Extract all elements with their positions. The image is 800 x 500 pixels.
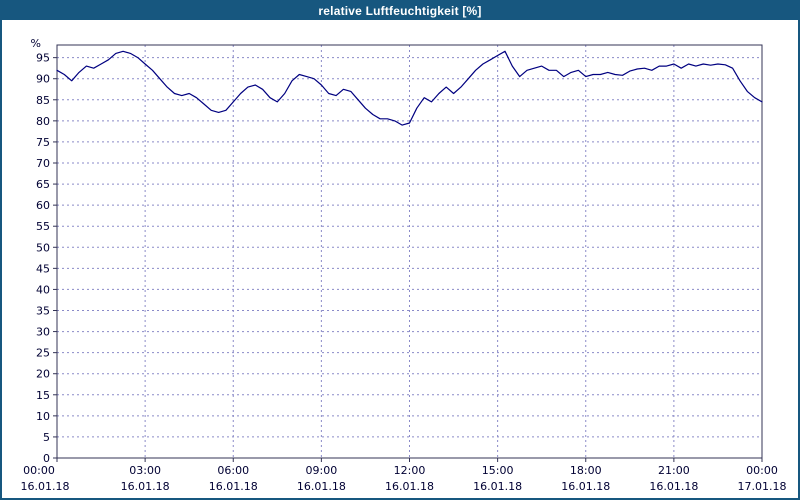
- svg-text:40: 40: [36, 283, 50, 296]
- svg-text:16.01.18: 16.01.18: [297, 480, 346, 493]
- svg-text:75: 75: [36, 136, 50, 149]
- svg-text:21:00: 21:00: [658, 464, 690, 477]
- chart-area: 0 5 10 15 20 25 30 35 40 45 50 55 60 65 70 75 80 85 90 95% 0…: [2, 20, 798, 498]
- svg-text:17.01.18: 17.01.18: [738, 480, 787, 493]
- title-bar: relative Luftfeuchtigkeit [%]: [2, 2, 798, 20]
- page-title: relative Luftfeuchtigkeit [%]: [318, 4, 482, 18]
- svg-text:16.01.18: 16.01.18: [209, 480, 258, 493]
- svg-text:85: 85: [36, 94, 50, 107]
- svg-text:30: 30: [36, 326, 50, 339]
- svg-text:10: 10: [36, 410, 50, 423]
- svg-text:16.01.18: 16.01.18: [385, 480, 434, 493]
- svg-text:00:00: 00:00: [23, 464, 55, 477]
- svg-text:16.01.18: 16.01.18: [649, 480, 698, 493]
- svg-text:50: 50: [36, 241, 50, 254]
- svg-text:5: 5: [43, 431, 50, 444]
- svg-text:20: 20: [36, 368, 50, 381]
- svg-text:16.01.18: 16.01.18: [21, 480, 70, 493]
- svg-text:18:00: 18:00: [570, 464, 602, 477]
- svg-text:06:00: 06:00: [217, 464, 249, 477]
- svg-text:95: 95: [36, 52, 50, 65]
- svg-text:15: 15: [36, 389, 50, 402]
- svg-text:16.01.18: 16.01.18: [561, 480, 610, 493]
- svg-text:60: 60: [36, 199, 50, 212]
- svg-text:80: 80: [36, 115, 50, 128]
- svg-text:12:00: 12:00: [394, 464, 426, 477]
- svg-text:0: 0: [43, 452, 50, 465]
- svg-text:15:00: 15:00: [482, 464, 514, 477]
- svg-text:35: 35: [36, 305, 50, 318]
- svg-text:16.01.18: 16.01.18: [121, 480, 170, 493]
- svg-text:55: 55: [36, 220, 50, 233]
- svg-text:09:00: 09:00: [306, 464, 338, 477]
- svg-text:00:00: 00:00: [746, 464, 778, 477]
- svg-text:45: 45: [36, 262, 50, 275]
- svg-text:03:00: 03:00: [129, 464, 161, 477]
- chart-svg: 0 5 10 15 20 25 30 35 40 45 50 55 60 65 70 75 80 85 90 95% 0…: [21, 37, 787, 493]
- svg-text:%: %: [31, 37, 41, 50]
- svg-text:65: 65: [36, 178, 50, 191]
- svg-text:70: 70: [36, 157, 50, 170]
- svg-text:25: 25: [36, 347, 50, 360]
- svg-text:90: 90: [36, 73, 50, 86]
- svg-text:16.01.18: 16.01.18: [473, 480, 522, 493]
